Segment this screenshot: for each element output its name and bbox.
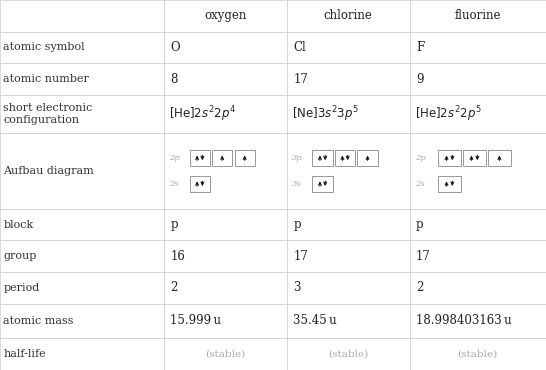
Text: 9: 9	[416, 73, 424, 85]
Bar	[235, 150, 255, 166]
Bar	[410, 133, 546, 209]
Bar	[358, 150, 378, 166]
Bar	[164, 133, 287, 209]
Text: $\rm{[He]}\mathit{2s}^{\rm{2}}\mathit{2p}^{\rm{4}}$: $\rm{[He]}\mathit{2s}^{\rm{2}}\mathit{2p…	[169, 104, 236, 124]
Bar	[0, 0, 164, 31]
Text: p: p	[170, 218, 178, 231]
Text: chlorine: chlorine	[324, 9, 372, 22]
Bar	[287, 0, 410, 31]
Text: p: p	[293, 218, 301, 231]
Bar	[488, 150, 511, 166]
Text: $\rm{[He]}\mathit{2s}^{\rm{2}}\mathit{2p}^{\rm{5}}$: $\rm{[He]}\mathit{2s}^{\rm{2}}\mathit{2p…	[415, 104, 482, 124]
Bar	[438, 150, 461, 166]
Bar	[438, 176, 461, 192]
Bar	[287, 209, 410, 240]
Bar	[164, 304, 287, 339]
Text: 17: 17	[293, 73, 308, 85]
Bar	[463, 150, 486, 166]
Bar	[164, 95, 287, 133]
Bar	[189, 176, 210, 192]
Text: Cl: Cl	[293, 41, 306, 54]
Bar	[410, 304, 546, 339]
Bar	[0, 240, 164, 272]
Text: 16: 16	[170, 250, 185, 263]
Bar	[410, 240, 546, 272]
Bar	[312, 150, 333, 166]
Text: 17: 17	[416, 250, 431, 263]
Text: atomic number: atomic number	[3, 74, 89, 84]
Bar	[335, 150, 355, 166]
Bar	[164, 272, 287, 304]
Bar	[410, 31, 546, 63]
Bar	[0, 133, 164, 209]
Bar	[410, 63, 546, 95]
Bar	[164, 209, 287, 240]
Text: (stable): (stable)	[205, 350, 245, 359]
Bar	[0, 272, 164, 304]
Text: (stable): (stable)	[458, 350, 498, 359]
Text: 15.999 u: 15.999 u	[170, 314, 221, 327]
Text: 2p: 2p	[415, 154, 426, 162]
Bar	[410, 339, 546, 370]
Bar	[164, 339, 287, 370]
Bar	[0, 304, 164, 339]
Text: 8: 8	[170, 73, 178, 85]
Bar	[287, 133, 410, 209]
Text: 3p: 3p	[292, 154, 302, 162]
Text: 2: 2	[170, 281, 178, 294]
Text: (stable): (stable)	[328, 350, 368, 359]
Text: short electronic
configuration: short electronic configuration	[3, 103, 93, 125]
Text: block: block	[3, 219, 33, 229]
Text: F: F	[416, 41, 424, 54]
Text: 2: 2	[416, 281, 424, 294]
Bar	[287, 95, 410, 133]
Bar	[212, 150, 233, 166]
Bar	[164, 240, 287, 272]
Text: fluorine: fluorine	[454, 9, 501, 22]
Text: atomic symbol: atomic symbol	[3, 43, 85, 53]
Bar	[164, 31, 287, 63]
Bar	[0, 95, 164, 133]
Text: O: O	[170, 41, 180, 54]
Bar	[410, 272, 546, 304]
Bar	[410, 95, 546, 133]
Text: p: p	[416, 218, 424, 231]
Text: Aufbau diagram: Aufbau diagram	[3, 166, 94, 176]
Bar	[410, 0, 546, 31]
Text: half-life: half-life	[3, 349, 46, 359]
Bar	[287, 272, 410, 304]
Text: oxygen: oxygen	[204, 9, 246, 22]
Bar	[189, 150, 210, 166]
Bar	[0, 31, 164, 63]
Bar	[164, 0, 287, 31]
Text: 2s: 2s	[169, 180, 179, 188]
Bar	[287, 240, 410, 272]
Text: atomic mass: atomic mass	[3, 316, 74, 326]
Text: $\rm{[Ne]}\mathit{3s}^{\rm{2}}\mathit{3p}^{\rm{5}}$: $\rm{[Ne]}\mathit{3s}^{\rm{2}}\mathit{3p…	[292, 104, 359, 124]
Bar	[410, 209, 546, 240]
Bar	[0, 339, 164, 370]
Bar	[287, 339, 410, 370]
Text: 3: 3	[293, 281, 301, 294]
Text: 3s: 3s	[292, 180, 301, 188]
Text: 17: 17	[293, 250, 308, 263]
Text: 35.45 u: 35.45 u	[293, 314, 337, 327]
Text: 2p: 2p	[169, 154, 180, 162]
Text: group: group	[3, 251, 37, 261]
Bar	[312, 176, 333, 192]
Text: period: period	[3, 283, 39, 293]
Bar	[287, 31, 410, 63]
Bar	[0, 209, 164, 240]
Text: 2s: 2s	[415, 180, 425, 188]
Bar	[287, 304, 410, 339]
Bar	[164, 63, 287, 95]
Text: 18.998403163 u: 18.998403163 u	[416, 314, 512, 327]
Bar	[0, 63, 164, 95]
Bar	[287, 63, 410, 95]
